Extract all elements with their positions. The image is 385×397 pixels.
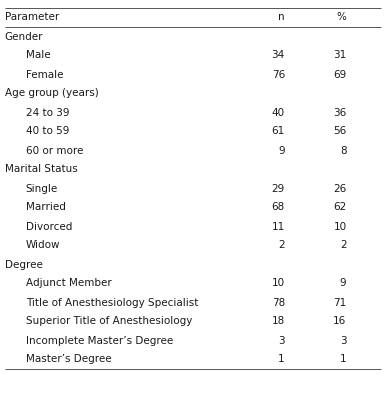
Text: 2: 2	[278, 241, 285, 251]
Text: 9: 9	[340, 279, 346, 289]
Text: Gender: Gender	[5, 31, 43, 42]
Text: 36: 36	[333, 108, 347, 118]
Text: 11: 11	[272, 222, 285, 231]
Text: Degree: Degree	[5, 260, 42, 270]
Text: 68: 68	[272, 202, 285, 212]
Text: 1: 1	[278, 355, 285, 364]
Text: 31: 31	[333, 50, 347, 60]
Text: 18: 18	[272, 316, 285, 326]
Text: 56: 56	[333, 127, 347, 137]
Text: 16: 16	[333, 316, 347, 326]
Text: 2: 2	[340, 241, 346, 251]
Text: 9: 9	[278, 145, 285, 156]
Text: 71: 71	[333, 297, 347, 308]
Text: 10: 10	[333, 222, 347, 231]
Text: 3: 3	[278, 335, 285, 345]
Text: Age group (years): Age group (years)	[5, 89, 99, 98]
Text: 26: 26	[333, 183, 347, 193]
Text: 78: 78	[272, 297, 285, 308]
Text: Master’s Degree: Master’s Degree	[26, 355, 111, 364]
Text: Title of Anesthesiology Specialist: Title of Anesthesiology Specialist	[26, 297, 198, 308]
Text: 8: 8	[340, 145, 346, 156]
Text: Married: Married	[26, 202, 66, 212]
Text: 1: 1	[340, 355, 346, 364]
Text: 40 to 59: 40 to 59	[26, 127, 69, 137]
Text: 76: 76	[272, 69, 285, 79]
Text: Marital Status: Marital Status	[5, 164, 77, 175]
Text: 61: 61	[272, 127, 285, 137]
Text: 24 to 39: 24 to 39	[26, 108, 69, 118]
Text: Divorced: Divorced	[26, 222, 72, 231]
Text: Parameter: Parameter	[5, 12, 59, 23]
Text: n: n	[278, 12, 285, 23]
Text: 62: 62	[333, 202, 347, 212]
Text: 40: 40	[272, 108, 285, 118]
Text: 10: 10	[272, 279, 285, 289]
Text: Male: Male	[26, 50, 50, 60]
Text: Adjunct Member: Adjunct Member	[26, 279, 112, 289]
Text: 34: 34	[272, 50, 285, 60]
Text: Female: Female	[26, 69, 63, 79]
Text: 69: 69	[333, 69, 347, 79]
Text: 60 or more: 60 or more	[26, 145, 83, 156]
Text: Single: Single	[26, 183, 58, 193]
Text: 29: 29	[272, 183, 285, 193]
Text: Superior Title of Anesthesiology: Superior Title of Anesthesiology	[26, 316, 192, 326]
Text: Incomplete Master’s Degree: Incomplete Master’s Degree	[26, 335, 173, 345]
Text: 3: 3	[340, 335, 346, 345]
Text: Widow: Widow	[26, 241, 60, 251]
Text: %: %	[336, 12, 346, 23]
